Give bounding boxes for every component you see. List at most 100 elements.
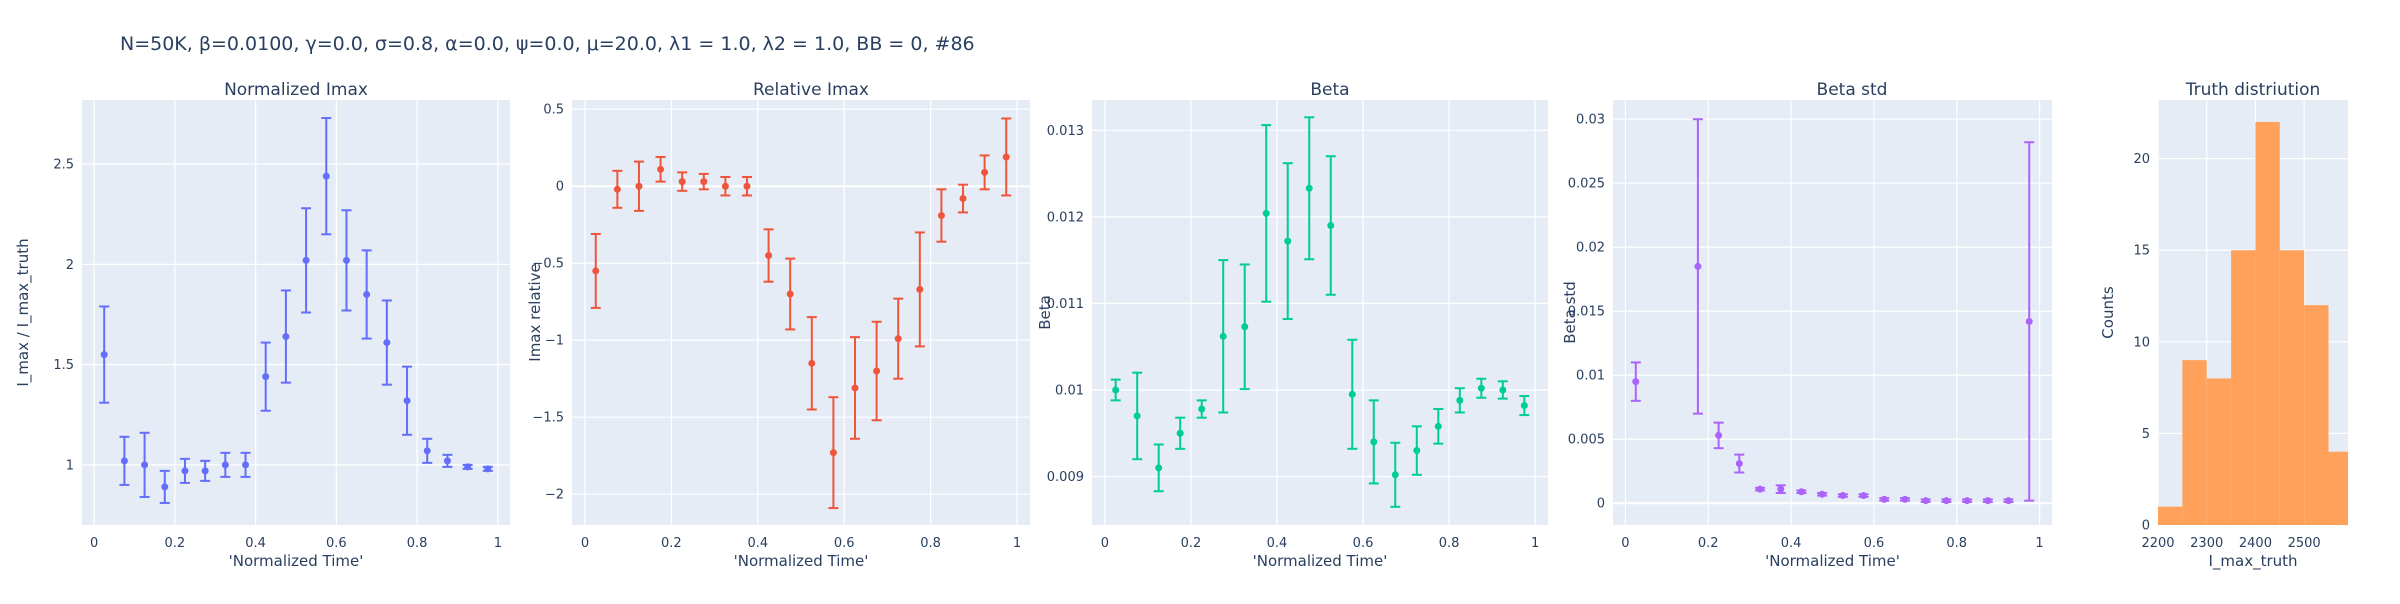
plot-background (572, 100, 1030, 525)
x-tick-label: 0 (1621, 536, 1629, 551)
data-point (808, 359, 816, 367)
data-point (1002, 153, 1010, 161)
x-tick-label: 0.8 (1439, 536, 1460, 551)
data-point (141, 461, 149, 469)
data-point (1219, 332, 1227, 340)
data-point (1305, 184, 1313, 192)
plot-background (1613, 100, 2052, 525)
x-tick-label: 0.4 (1267, 536, 1288, 551)
data-point (829, 449, 837, 457)
x-tick-label: 0.6 (1864, 536, 1885, 551)
x-tick-label: 2400 (2239, 536, 2272, 551)
x-tick-label: 1 (1013, 536, 1021, 551)
histogram-bar (2231, 250, 2256, 525)
panel-2: 0 0.2 0.4 0.6 0.8 1 −2 −1.5 −1 −0.5 0 0.5 Relative I… (526, 80, 1030, 570)
data-point (894, 335, 902, 343)
x-tick-label: 1 (1531, 536, 1539, 551)
x-tick-label: 0.4 (245, 536, 266, 551)
data-point (592, 267, 600, 275)
x-tick-label: 0.2 (661, 536, 682, 551)
data-point (484, 465, 492, 473)
data-point (916, 285, 924, 293)
data-point (1155, 464, 1163, 472)
panel-4: 0 0.2 0.4 0.6 0.8 1 0 0.005 0.01 0.015 0.02 0.025 0.… (1561, 80, 2052, 570)
y-tick-label: 0.011 (1047, 297, 1084, 312)
y-tick-label: 10 (2133, 335, 2150, 350)
data-point (1133, 412, 1141, 420)
data-point (2025, 317, 2033, 325)
x-tick-label: 0.2 (1181, 536, 1202, 551)
y-tick-label: 0 (1597, 497, 1605, 512)
x-tick-label: 0 (1101, 536, 1109, 551)
y-tick-label: 0.01 (1055, 383, 1084, 398)
data-point (1434, 422, 1442, 430)
y-tick-label: 0.03 (1576, 113, 1605, 128)
y-tick-label: −2 (545, 488, 564, 503)
data-point (678, 178, 686, 186)
panel-title: Beta (1310, 80, 1349, 100)
data-point (1860, 492, 1868, 500)
y-tick-label: 0.015 (1568, 305, 1605, 320)
data-point (1176, 429, 1184, 437)
data-point (981, 168, 989, 176)
y-tick-label: 0.02 (1576, 241, 1605, 256)
data-point (1327, 222, 1335, 230)
data-point (1818, 490, 1826, 498)
data-point (700, 178, 708, 186)
data-point (464, 463, 472, 471)
data-point (721, 182, 729, 190)
data-point (1984, 497, 1992, 505)
data-point (262, 373, 270, 381)
data-point (1477, 384, 1485, 392)
data-point (1922, 497, 1930, 505)
x-tick-label: 0 (581, 536, 589, 551)
histogram-bar (2328, 451, 2348, 525)
data-point (1413, 447, 1421, 455)
x-tick-label: 0 (90, 536, 98, 551)
y-tick-label: 20 (2133, 152, 2150, 167)
panel-5: 2200 2300 2400 2500 0 5 10 15 20 Truth distriutio… (2099, 80, 2348, 571)
y-tick-label: 2.5 (53, 158, 74, 173)
x-tick-label: 2500 (2288, 536, 2321, 551)
x-tick-label: 0.4 (747, 536, 768, 551)
plot-background (1092, 100, 1548, 525)
y-tick-label: −1 (545, 334, 564, 349)
data-point (100, 351, 108, 359)
data-point (765, 252, 773, 260)
histogram-bar (2206, 378, 2232, 525)
data-point (242, 461, 250, 469)
data-point (1942, 497, 1950, 505)
y-axis-label: Imax relative (526, 263, 544, 361)
data-point (161, 483, 169, 491)
data-point (1198, 405, 1206, 413)
data-point (221, 461, 229, 469)
x-axis-label: 'Normalized Time' (229, 552, 364, 570)
data-point (613, 185, 621, 193)
panel-1: 0 0.2 0.4 0.6 0.8 1 1 1.5 2 2.5 Normalized Imax 'No… (14, 80, 510, 570)
data-point (383, 339, 391, 347)
data-point (1777, 485, 1785, 493)
x-axis-label: 'Normalized Time' (1253, 552, 1388, 570)
data-point (1262, 209, 1270, 217)
data-point (1797, 488, 1805, 496)
figure-title: N=50K, β=0.0100, γ=0.0, σ=0.8, α=0.0, ψ=… (120, 33, 975, 55)
y-tick-label: 0.01 (1576, 369, 1605, 384)
x-tick-label: 1 (2035, 536, 2043, 551)
y-axis-label: Beta std (1561, 281, 1579, 344)
panel-title: Truth distriution (2185, 80, 2321, 100)
y-axis-label: I_max / I_max_truth (14, 238, 33, 386)
data-point (1880, 495, 1888, 503)
y-tick-label: 0 (556, 180, 564, 195)
data-point (363, 290, 371, 298)
y-tick-label: 0.009 (1047, 470, 1084, 485)
histogram-bar (2182, 360, 2207, 525)
data-point (322, 172, 330, 180)
data-point (1715, 431, 1723, 439)
data-point (635, 182, 643, 190)
data-point (302, 256, 310, 264)
x-tick-label: 0.8 (1946, 536, 1967, 551)
panel-3: 0 0.2 0.4 0.6 0.8 1 0.009 0.01 0.011 0.012 0.013 Be… (1036, 80, 1548, 570)
data-point (851, 384, 859, 392)
